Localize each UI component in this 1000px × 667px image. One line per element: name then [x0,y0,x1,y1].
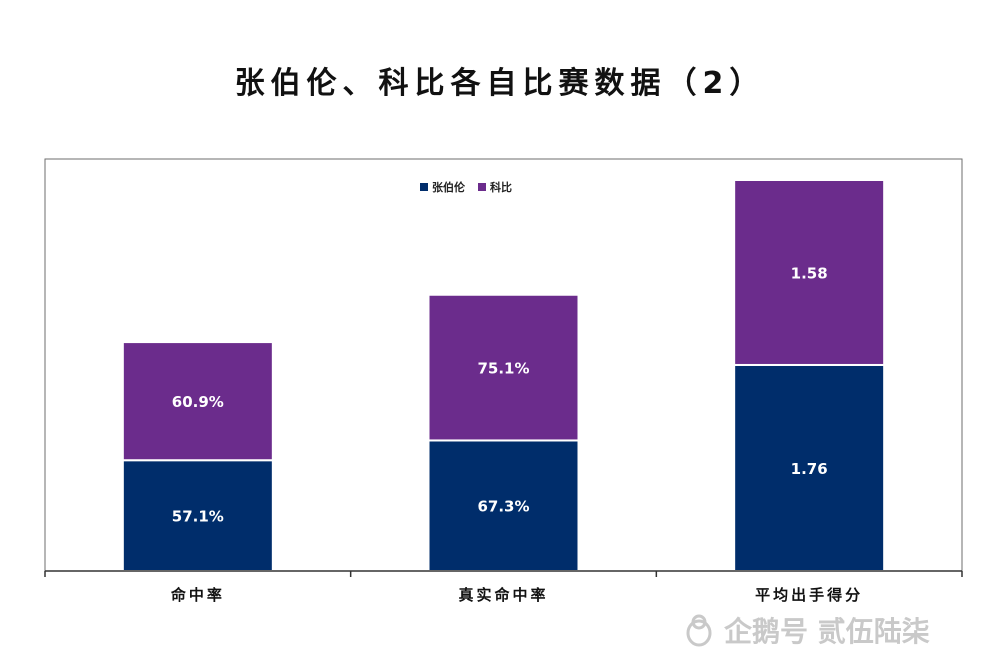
data-label: 60.9% [172,393,224,411]
data-label: 1.76 [791,460,828,478]
category-label: 平均出手得分 [755,586,863,604]
watermark-text: 企鹅号 贰伍陆柒 [724,615,930,648]
data-label: 57.1% [172,508,224,526]
watermark: 企鹅号 贰伍陆柒 [682,610,930,650]
bar-kobe-1 [427,293,580,442]
penguin-logo-icon [682,613,716,647]
data-label: 75.1% [477,360,529,378]
legend-label: 张伯伦 [432,180,466,194]
category-label: 真实命中率 [458,586,548,604]
legend: 张伯伦 科比 [420,180,512,194]
chart-title: 张伯伦、科比各自比赛数据（2） [234,66,766,101]
legend-label: 科比 [490,180,512,194]
x-axis: 命中率 真实命中率 平均出手得分 [44,570,963,604]
data-label: 1.58 [791,264,828,282]
bar-zhang-2 [733,363,886,573]
category-label: 命中率 [170,586,225,604]
bar-zhang-1 [427,439,580,572]
bars-group: 57.1% 60.9% 67.3% 75.1% 1.76 1.58 [121,179,886,573]
legend-swatch [478,183,486,191]
data-label: 67.3% [477,498,529,516]
bar-zhang-0 [121,459,274,572]
bar-kobe-2 [733,179,886,366]
legend-swatch [420,183,428,191]
bar-kobe-0 [121,341,274,462]
